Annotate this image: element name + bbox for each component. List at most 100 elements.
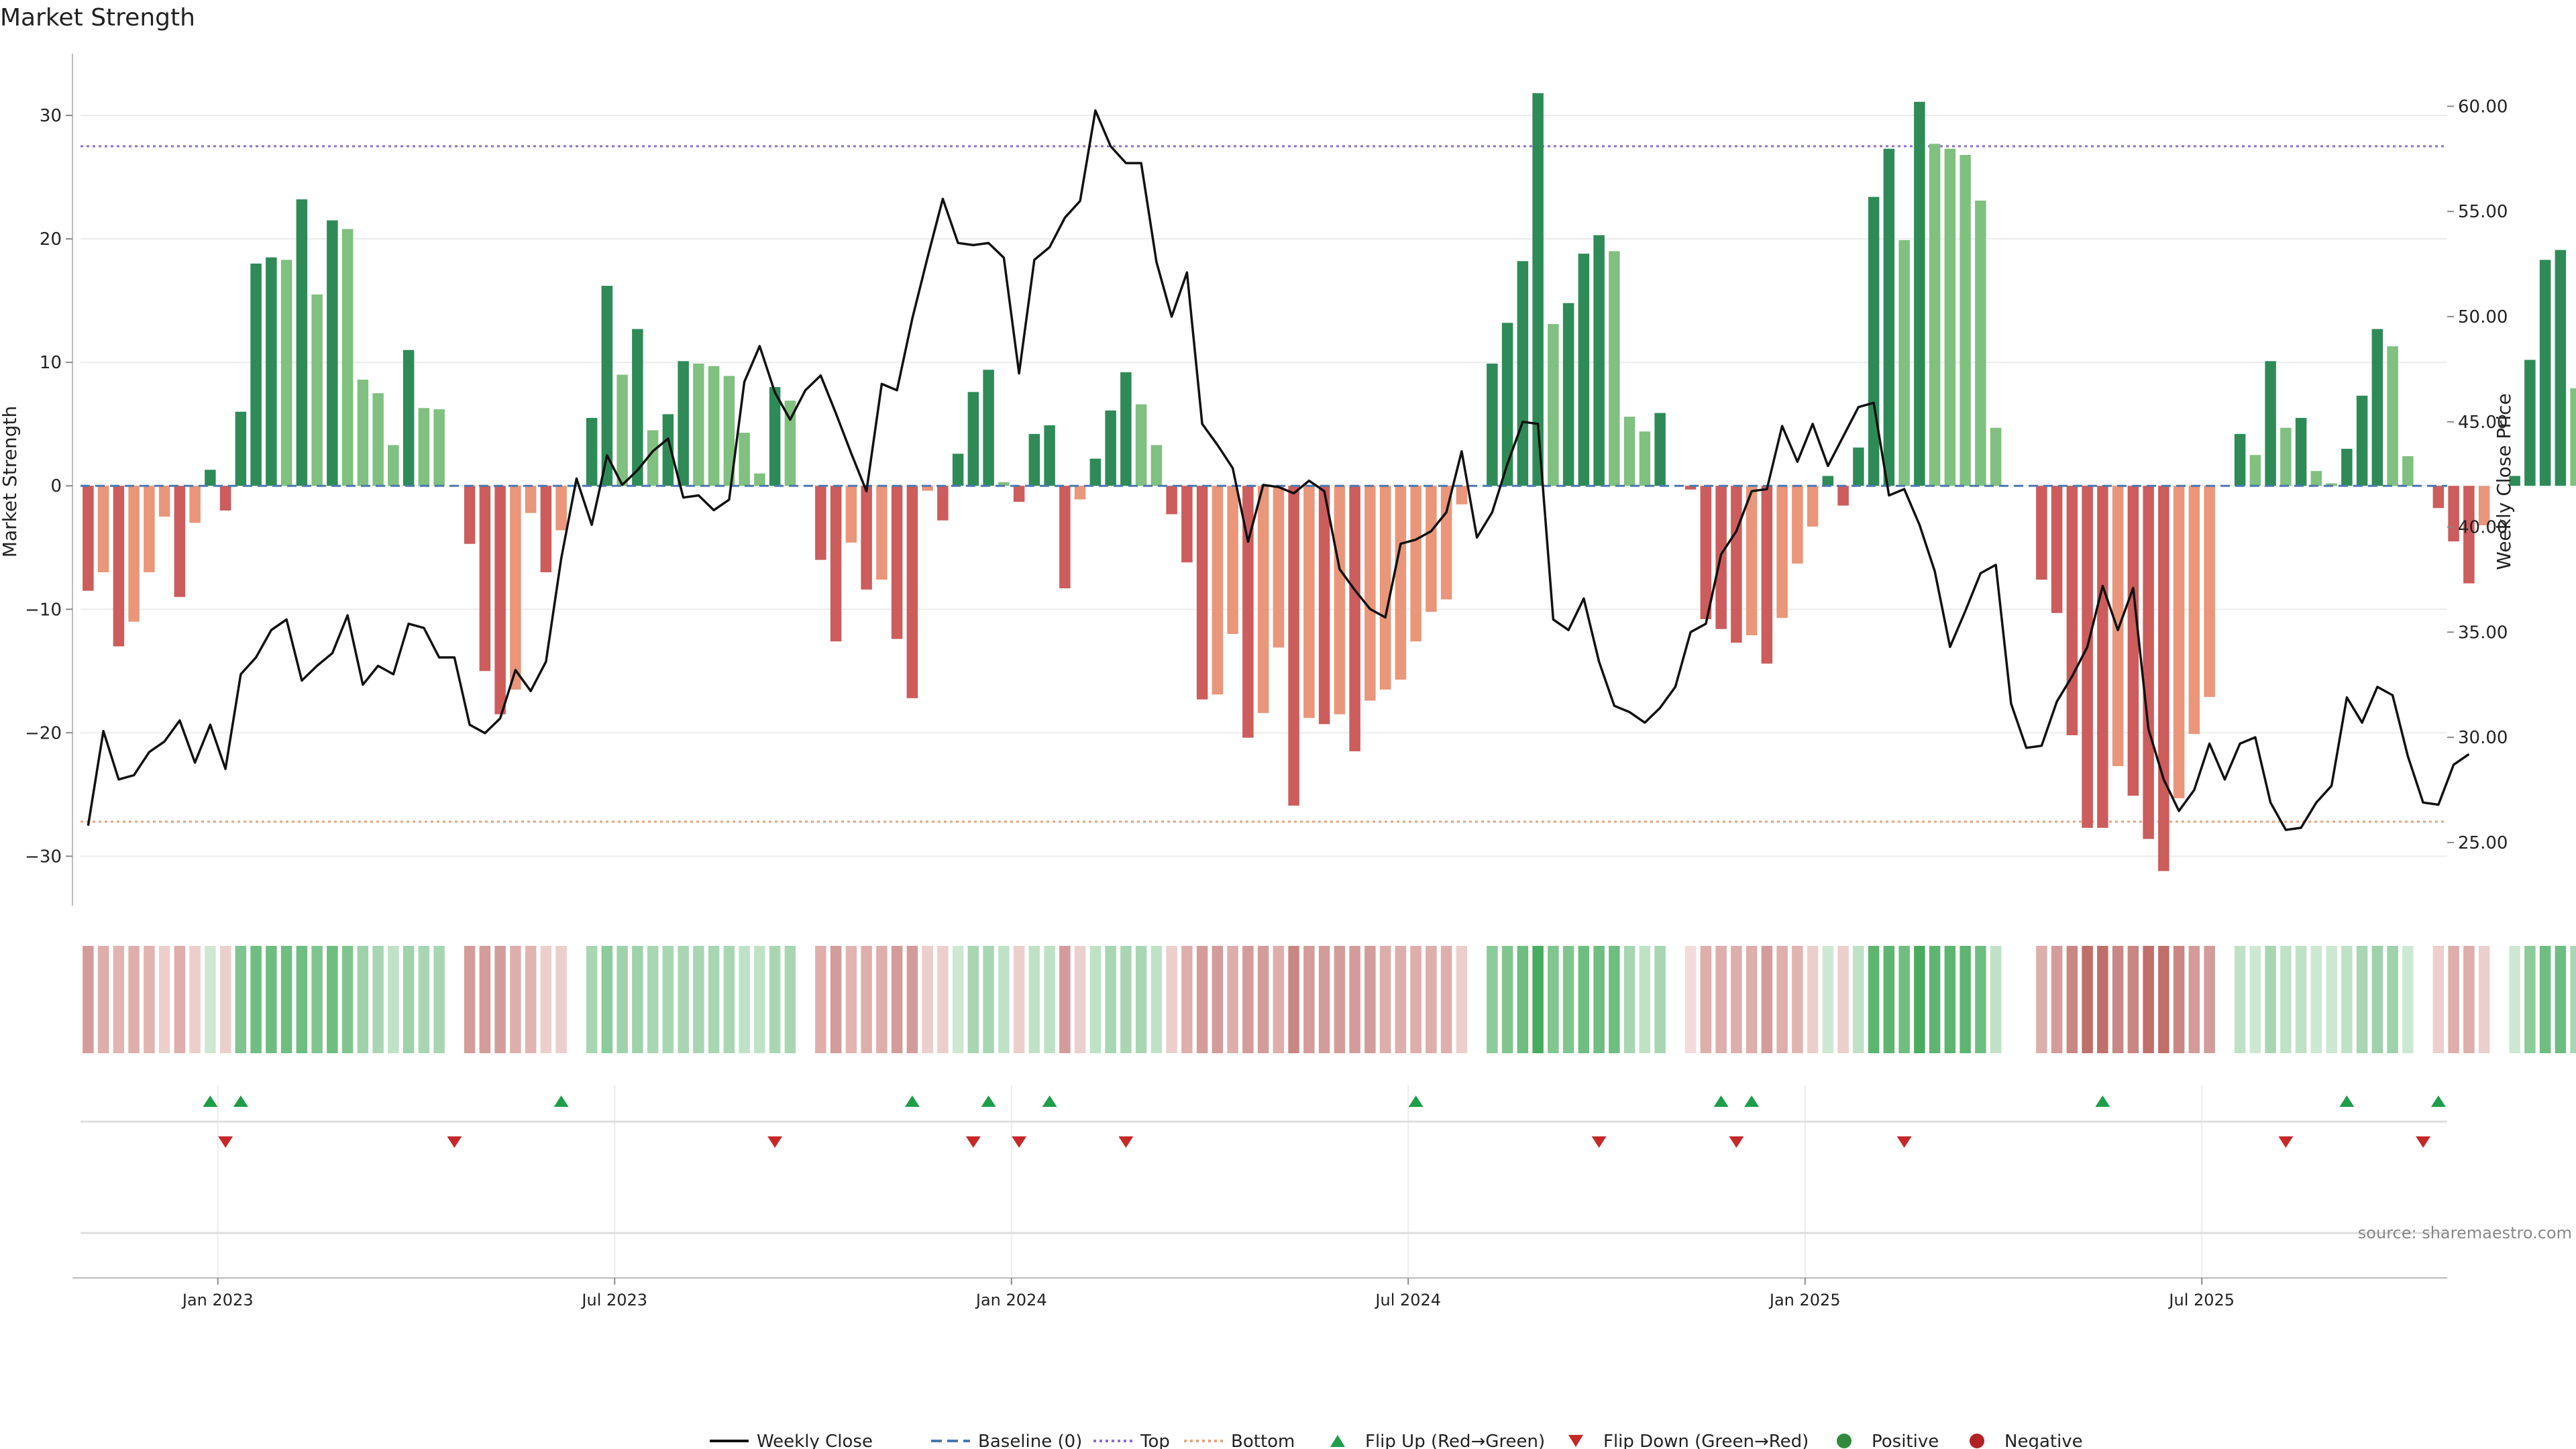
regime-cell <box>2478 946 2490 1053</box>
strength-bar <box>479 486 491 672</box>
left-axis-label: Market Strength <box>0 406 21 557</box>
regime-cell <box>525 946 537 1053</box>
regime-cell <box>1349 946 1360 1053</box>
strength-bar <box>845 486 857 543</box>
regime-cell <box>2387 946 2398 1053</box>
x-tick-label: Jul 2024 <box>1374 1291 1441 1309</box>
regime-cell <box>205 946 216 1053</box>
regime-cell <box>693 946 704 1053</box>
regime-cell <box>1471 946 1483 1053</box>
regime-cell <box>280 946 292 1053</box>
regime-cell <box>2555 946 2567 1053</box>
strength-bar <box>2478 486 2490 526</box>
regime-cell <box>815 946 826 1053</box>
strength-bar <box>1334 486 1346 714</box>
strength-bar <box>662 414 674 486</box>
strength-bar <box>2356 395 2368 486</box>
regime-cell <box>678 946 689 1053</box>
strength-bar <box>708 366 720 486</box>
regime-cell <box>2326 946 2337 1053</box>
flip-down-marker <box>1012 1136 1027 1148</box>
strength-bar <box>372 393 384 486</box>
strength-bar <box>2112 486 2124 767</box>
strength-bar <box>1517 261 1529 486</box>
regime-cell <box>2463 946 2475 1053</box>
right-tick-label: 60.00 <box>2458 97 2508 117</box>
legend-entry: Flip Up (Red→Green) <box>1330 1432 1545 1449</box>
flip-down-marker <box>2416 1136 2431 1148</box>
strength-bar <box>1318 486 1330 724</box>
regime-cell <box>2341 946 2353 1053</box>
strength-bar <box>1028 433 1040 486</box>
strength-bar <box>113 486 125 647</box>
flip-down-marker <box>1729 1136 1744 1148</box>
strength-bar <box>1089 458 1102 486</box>
regime-cell <box>235 946 247 1053</box>
strength-bar <box>402 350 415 486</box>
strength-bar <box>219 486 231 511</box>
strength-bar <box>1440 486 1452 600</box>
strength-bar <box>266 257 277 486</box>
strength-bar <box>1059 486 1071 588</box>
legend-label: Negative <box>2004 1432 2083 1449</box>
regime-cell <box>1684 946 1697 1053</box>
strength-bar <box>2326 483 2337 486</box>
flip-up-marker <box>904 1095 920 1107</box>
regime-strip <box>83 946 2576 1053</box>
right-tick-label: 50.00 <box>2458 307 2508 327</box>
x-tick-label: Jan 2025 <box>1768 1291 1841 1309</box>
strength-bar <box>723 376 735 486</box>
regime-cell <box>1548 946 1559 1053</box>
left-axis: 30 20 10 0 −10 −20 −30 <box>25 54 73 906</box>
strength-bar <box>1532 93 1544 486</box>
strength-bar <box>1166 486 1177 515</box>
strength-bar <box>2051 486 2063 613</box>
strength-bar <box>2066 486 2078 735</box>
strength-bar <box>83 486 94 591</box>
regime-cell <box>555 946 567 1053</box>
strength-bar <box>418 408 430 486</box>
flip-up-marker <box>203 1095 218 1107</box>
regime-cell <box>1501 946 1513 1053</box>
flip-up-marker <box>1744 1095 1760 1107</box>
regime-cell <box>388 946 399 1053</box>
strength-bar <box>1349 486 1360 751</box>
strength-bar <box>678 361 689 486</box>
strength-bar <box>2143 486 2154 839</box>
regime-cell <box>1456 946 1468 1053</box>
regime-cell <box>2280 946 2292 1053</box>
regime-cell <box>128 946 140 1053</box>
strength-bar <box>1196 486 1208 700</box>
strength-bar <box>693 363 704 486</box>
regime-cell <box>1700 946 1712 1053</box>
strength-bar <box>2570 388 2576 486</box>
regime-cell <box>647 946 659 1053</box>
regime-cell <box>2051 946 2063 1053</box>
flip-up-marker <box>1408 1095 1424 1107</box>
regime-cell <box>784 946 796 1053</box>
strength-bar <box>1776 486 1788 619</box>
strength-bar <box>891 486 903 639</box>
regime-cell <box>2432 946 2445 1053</box>
regime-cell <box>296 946 308 1053</box>
regime-cell <box>1562 946 1574 1053</box>
strength-bar <box>1700 486 1712 619</box>
strength-bar <box>1501 323 1513 486</box>
x-tick-label: Jul 2025 <box>2167 1291 2235 1309</box>
price-layer <box>87 109 2470 831</box>
regime-cell <box>1212 946 1224 1053</box>
regime-cell <box>1761 946 1773 1053</box>
flip-up-marker <box>553 1095 569 1107</box>
legend-entry: Flip Down (Green→Red) <box>1568 1432 1809 1449</box>
strength-bar <box>830 486 842 642</box>
x-tick-label: Jul 2023 <box>580 1291 647 1309</box>
regime-cell <box>1013 946 1025 1053</box>
regime-cell <box>494 946 506 1053</box>
regime-cell <box>1593 946 1605 1053</box>
regime-cell <box>983 946 994 1053</box>
regime-cell <box>1273 946 1285 1053</box>
strength-bar <box>632 329 643 486</box>
strength-bar <box>937 486 949 521</box>
strength-bar <box>296 199 308 486</box>
